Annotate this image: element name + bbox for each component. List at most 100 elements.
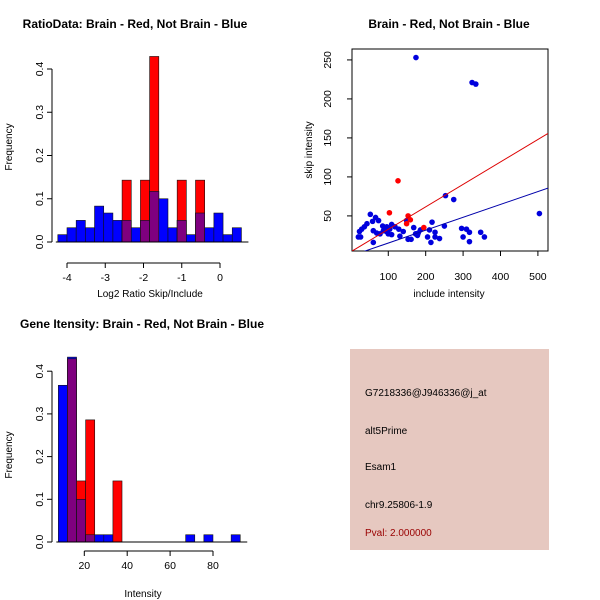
x-tick-label: 300 <box>454 271 472 283</box>
ratio-histogram-title: RatioData: Brain - Red, Not Brain - Blue <box>23 17 248 31</box>
bar-not-brain <box>203 534 214 543</box>
bar-not-brain <box>66 227 77 243</box>
point-not-brain <box>436 235 443 242</box>
bar-not-brain <box>57 234 68 243</box>
point-not-brain <box>375 217 382 224</box>
bar-not-brain <box>130 227 141 243</box>
scatter-xlabel: include intensity <box>413 289 484 300</box>
x-tick-label: 60 <box>164 560 176 572</box>
scatter-ylabel: skip intensity <box>304 121 315 178</box>
bar-not-brain <box>213 212 224 243</box>
x-tick-label: 100 <box>380 271 398 283</box>
y-tick-label: 0.4 <box>34 364 46 379</box>
point-not-brain <box>367 211 374 218</box>
y-tick-label: 0.1 <box>34 191 46 206</box>
point-not-brain <box>473 81 479 87</box>
bar-overlap <box>85 534 96 543</box>
bar-brain <box>85 419 96 543</box>
point-not-brain <box>356 228 363 235</box>
point-not-brain <box>466 229 473 236</box>
bar-not-brain <box>94 534 105 543</box>
intensity-histogram-title: Gene Itensity: Brain - Red, Not Brain - … <box>20 317 264 331</box>
point-not-brain <box>408 236 414 243</box>
intensity-histogram-xlabel: Intensity <box>124 589 161 600</box>
x-tick-label: 40 <box>121 560 133 572</box>
bar-overlap <box>76 498 86 543</box>
point-brain <box>407 217 414 223</box>
point-not-brain <box>400 228 407 235</box>
p-value: Pval: 2.000000 <box>365 528 432 539</box>
point-not-brain <box>460 234 466 240</box>
point-brain <box>395 178 401 184</box>
bar-overlap <box>195 212 206 243</box>
bar-not-brain <box>204 227 215 243</box>
intensity-histogram-marks: 20 40 60 80 0.0 0.1 0.2 0.3 0.4 <box>34 356 248 572</box>
bar-not-brain <box>186 234 196 243</box>
x-tick-label: -1 <box>177 272 186 284</box>
x-tick-label: -2 <box>139 272 148 284</box>
bar-not-brain <box>222 234 233 243</box>
point-not-brain <box>410 224 417 231</box>
intensity-histogram-ylabel: Frequency <box>4 431 15 478</box>
ratio-histogram-ylabel: Frequency <box>4 123 15 170</box>
y-tick-label: 0.4 <box>34 62 46 77</box>
x-tick-label: 0 <box>217 272 223 284</box>
point-not-brain <box>536 210 543 217</box>
point-not-brain <box>397 233 403 239</box>
bar-not-brain <box>230 534 241 543</box>
point-not-brain <box>466 238 473 245</box>
y-tick-label: 0.2 <box>34 449 46 464</box>
point-not-brain <box>450 196 457 203</box>
x-tick-label: 400 <box>492 271 510 283</box>
y-tick-label: 100 <box>322 168 334 186</box>
bar-not-brain <box>158 198 169 243</box>
point-not-brain <box>413 54 419 61</box>
fit-line-brain <box>352 132 548 251</box>
info-panel-background <box>350 349 549 550</box>
point-brain <box>403 220 410 227</box>
x-tick-label: 500 <box>529 271 547 283</box>
point-brain <box>421 224 427 231</box>
bar-overlap <box>140 220 150 243</box>
probe-id: G7218336@J946336@j_at <box>365 388 487 399</box>
point-brain <box>386 209 393 216</box>
point-not-brain <box>357 234 364 240</box>
bar-not-brain <box>103 212 114 243</box>
bar-not-brain <box>58 384 68 543</box>
y-tick-label: 0.3 <box>34 105 46 120</box>
x-tick-label: 80 <box>207 560 219 572</box>
x-tick-label: -4 <box>62 272 71 284</box>
bar-overlap <box>149 191 160 243</box>
bar-not-brain <box>94 205 105 243</box>
scatter-marks: 100 200 300 400 500 50 100 150 200 250 <box>322 48 549 283</box>
point-not-brain <box>428 239 434 246</box>
x-tick-label: 20 <box>78 560 90 572</box>
y-tick-label: 0.2 <box>34 148 46 163</box>
point-not-brain <box>370 239 377 246</box>
fit-line-not-brain <box>363 187 548 251</box>
bar-brain <box>112 480 123 543</box>
bar-not-brain <box>103 534 114 543</box>
y-tick-label: 50 <box>322 210 334 222</box>
intensity-histogram-panel: Gene Itensity: Brain - Red, Not Brain - … <box>4 317 264 600</box>
x-tick-label: -3 <box>101 272 110 284</box>
genomic-location: chr9.25806-1.9 <box>365 500 433 511</box>
y-tick-label: 0.0 <box>34 235 46 250</box>
y-tick-label: 0.3 <box>34 406 46 421</box>
event-type: alt5Prime <box>365 426 408 437</box>
scatter-title: Brain - Red, Not Brain - Blue <box>368 17 530 31</box>
info-panel: G7218336@J946336@j_at alt5Prime Esam1 ch… <box>350 349 549 550</box>
bar-overlap <box>67 358 77 543</box>
y-tick-label: 0.1 <box>34 492 46 507</box>
point-not-brain <box>395 226 402 232</box>
point-not-brain <box>369 218 376 225</box>
point-not-brain <box>429 219 435 225</box>
point-not-brain <box>432 234 438 240</box>
bar-not-brain <box>231 227 242 243</box>
bar-overlap <box>121 220 132 243</box>
point-not-brain <box>432 229 438 236</box>
y-tick-label: 250 <box>322 51 334 69</box>
ratio-histogram-marks: -4 -3 -2 -1 0 0.0 0.1 0.2 0.3 0.4 <box>34 56 249 284</box>
ratio-histogram-panel: RatioData: Brain - Red, Not Brain - Blue… <box>4 17 249 300</box>
